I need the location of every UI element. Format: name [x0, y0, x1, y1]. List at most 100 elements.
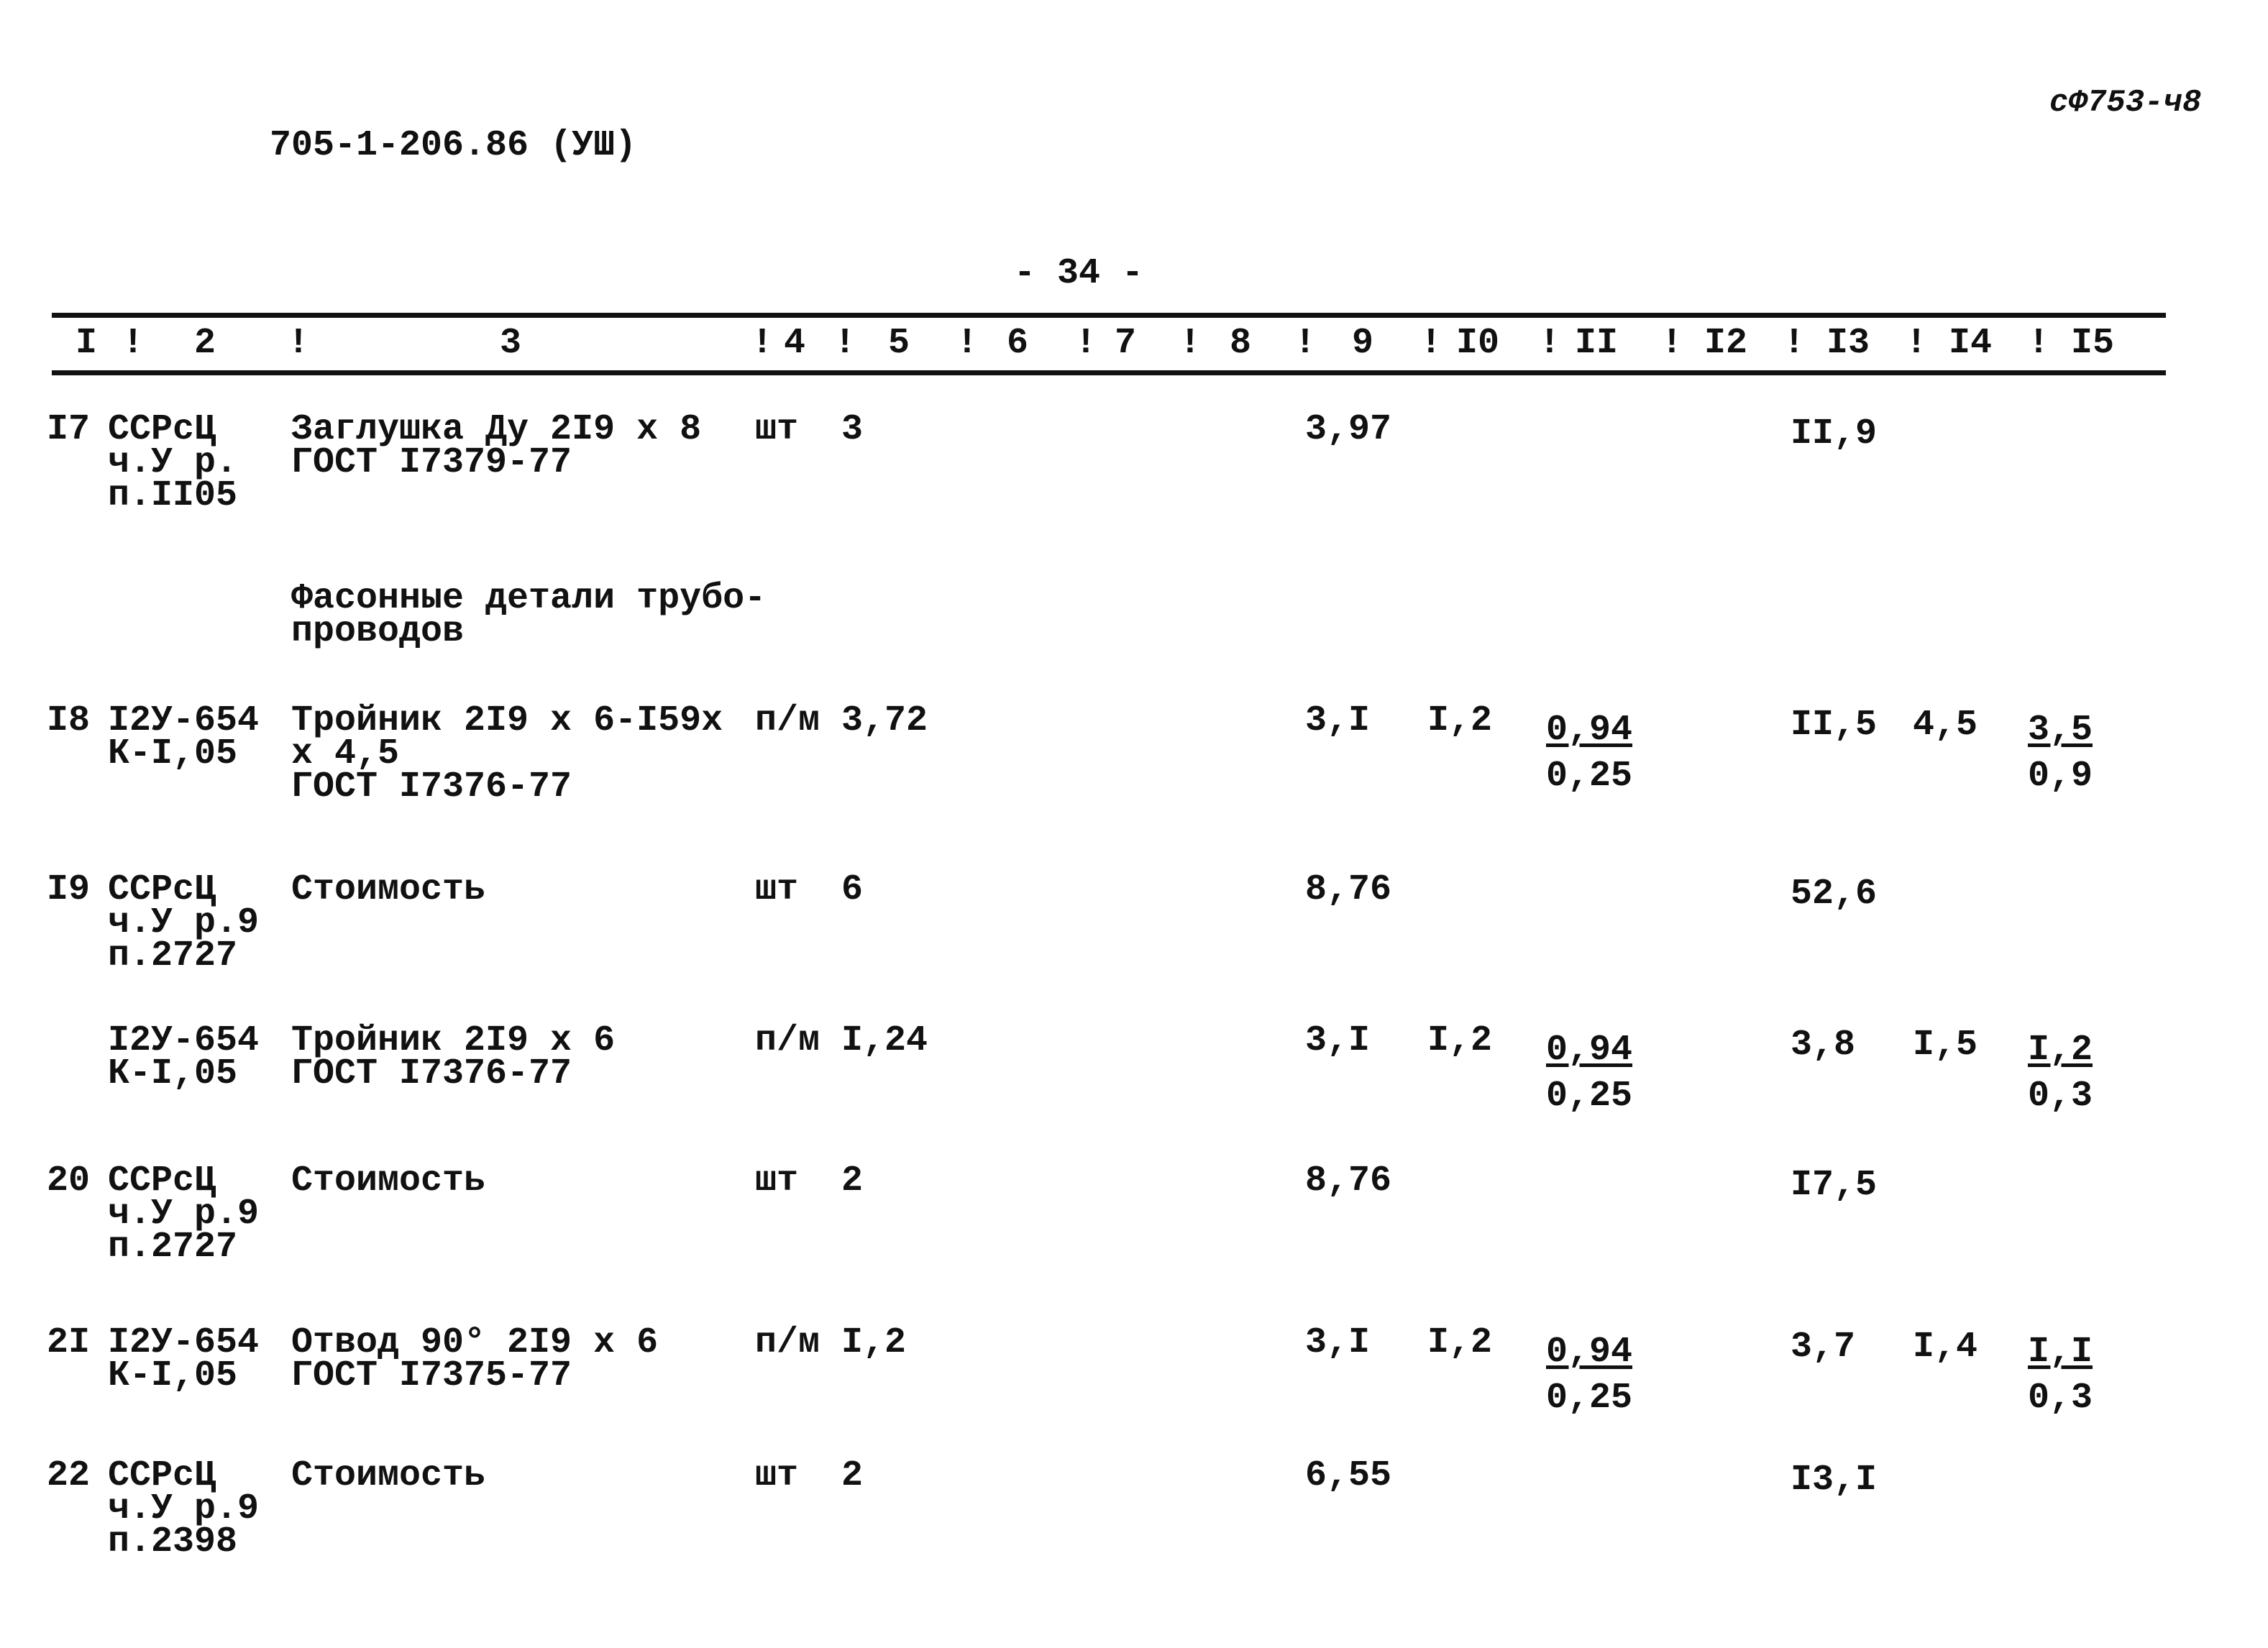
cell-qty: 3,72	[841, 700, 928, 741]
cell-no: I8	[47, 700, 91, 741]
cell-name: Стоимость	[291, 869, 486, 910]
cell-no: 2I	[47, 1322, 91, 1363]
cell-name: Тройник 2I9 х 6 ГОСТ I7376-77	[291, 1020, 616, 1094]
cell-c15: I,2 0,3	[2028, 1027, 2093, 1120]
cell-qty: I,24	[841, 1020, 928, 1061]
column-header: 4	[784, 323, 806, 364]
document-code: 705-1-206.86 (УШ)	[270, 125, 637, 166]
cell-unit: шт	[755, 869, 799, 910]
cell-unit: п/м	[755, 1020, 820, 1061]
cell-qty: 6	[841, 869, 864, 910]
cell-c10: I,2	[1427, 1322, 1493, 1363]
column-separator: !	[751, 323, 774, 364]
fraction-numerator: 0,94	[1546, 1332, 1633, 1373]
fraction-denominator: 0,25	[1546, 1378, 1633, 1419]
cell-c10: I,2	[1427, 1020, 1493, 1061]
cell-code: I2У-654 К-I,05	[108, 1322, 260, 1396]
cell-name: Стоимость	[291, 1161, 486, 1201]
fraction-denominator: 0,3	[2028, 1378, 2093, 1419]
cell-c14: I,4	[1913, 1327, 1978, 1368]
fraction-denominator: 0,25	[1546, 1076, 1633, 1117]
column-separator: !	[1294, 323, 1317, 364]
column-separator: !	[834, 323, 856, 364]
cell-c13: 52,6	[1791, 874, 1878, 915]
fraction-denominator: 0,25	[1546, 756, 1633, 797]
cell-qty: 3	[841, 409, 864, 450]
column-separator: !	[1661, 323, 1683, 364]
cell-name: Стоимость	[291, 1455, 486, 1496]
column-header: 2	[194, 323, 216, 364]
fraction-denominator: 0,3	[2028, 1076, 2093, 1117]
cell-code: I2У-654 К-I,05	[108, 700, 260, 774]
cell-no: 22	[47, 1455, 91, 1496]
column-header: I2	[1704, 323, 1748, 364]
column-header: 7	[1115, 323, 1137, 364]
fraction-numerator: I,2	[2028, 1030, 2093, 1071]
cell-c14: 4,5	[1913, 705, 1978, 746]
cell-unit: п/м	[755, 1322, 820, 1363]
cell-c14: I,5	[1913, 1025, 1978, 1066]
cell-c15: I,I 0,3	[2028, 1329, 2093, 1422]
column-separator: !	[122, 323, 145, 364]
cell-c13: I7,5	[1791, 1165, 1878, 1206]
cell-code: ССРсЦ ч.У р. п.II05	[108, 409, 238, 516]
column-separator: !	[1783, 323, 1806, 364]
column-header: 9	[1352, 323, 1374, 364]
cell-c9: 3,I	[1305, 1020, 1371, 1061]
column-header: II	[1575, 323, 1619, 364]
column-header: 5	[888, 323, 910, 364]
cell-qty: I,2	[841, 1322, 907, 1363]
column-separator: !	[1539, 323, 1561, 364]
column-header: 8	[1230, 323, 1252, 364]
cell-no: 20	[47, 1161, 91, 1201]
cell-c13: 3,7	[1791, 1327, 1856, 1368]
cell-c9: 8,76	[1305, 1161, 1392, 1201]
cell-c13: I3,I	[1791, 1460, 1878, 1501]
header-bottom-rule	[52, 370, 2166, 375]
cell-code: ССРсЦ ч.У р.9 п.2727	[108, 869, 260, 976]
column-separator: !	[956, 323, 979, 364]
column-header: I5	[2071, 323, 2115, 364]
cell-c15: 3,5 0,9	[2028, 708, 2093, 800]
cell-no: I7	[47, 409, 91, 450]
cell-code: I2У-654 К-I,05	[108, 1020, 260, 1094]
cell-name: Заглушка Ду 2I9 х 8 ГОСТ I7379-77	[291, 409, 702, 483]
fraction-numerator: 0,94	[1546, 710, 1633, 751]
cell-c13: II,5	[1791, 705, 1878, 746]
cell-c9: 3,I	[1305, 1322, 1371, 1363]
cell-c9: 8,76	[1305, 869, 1392, 910]
fraction-numerator: 3,5	[2028, 710, 2093, 751]
cell-name: Фасонные детали трубо- проводов	[291, 578, 767, 652]
cell-c9: 3,I	[1305, 700, 1371, 741]
cell-unit: шт	[755, 1455, 799, 1496]
cell-code: ССРсЦ ч.У р.9 п.2398	[108, 1455, 260, 1562]
page-number: - 34 -	[1014, 253, 1144, 294]
fraction-numerator: 0,94	[1546, 1030, 1633, 1071]
column-separator: !	[1906, 323, 1928, 364]
cell-c9: 3,97	[1305, 409, 1392, 450]
archive-stamp: сФ753-ч8	[2049, 85, 2202, 121]
cell-c11: 0,94 0,25	[1546, 708, 1632, 800]
cell-c13: 3,8	[1791, 1025, 1856, 1066]
fraction-numerator: I,I	[2028, 1332, 2093, 1373]
cell-qty: 2	[841, 1455, 864, 1496]
cell-c11: 0,94 0,25	[1546, 1027, 1632, 1120]
header-top-rule	[52, 313, 2166, 318]
cell-code: ССРсЦ ч.У р.9 п.2727	[108, 1161, 260, 1268]
cell-no: I9	[47, 869, 91, 910]
cell-c9: 6,55	[1305, 1455, 1392, 1496]
column-header: I3	[1826, 323, 1870, 364]
cell-unit: шт	[755, 409, 799, 450]
cell-qty: 2	[841, 1161, 864, 1201]
cell-unit: п/м	[755, 700, 820, 741]
column-separator: !	[2028, 323, 2050, 364]
column-header: 6	[1007, 323, 1029, 364]
column-header: 3	[500, 323, 522, 364]
column-separator: !	[1075, 323, 1097, 364]
column-separator: !	[1420, 323, 1442, 364]
fraction-denominator: 0,9	[2028, 756, 2093, 797]
cell-name: Отвод 90° 2I9 х 6 ГОСТ I7375-77	[291, 1322, 659, 1396]
column-header: I4	[1949, 323, 1993, 364]
cell-c11: 0,94 0,25	[1546, 1329, 1632, 1422]
